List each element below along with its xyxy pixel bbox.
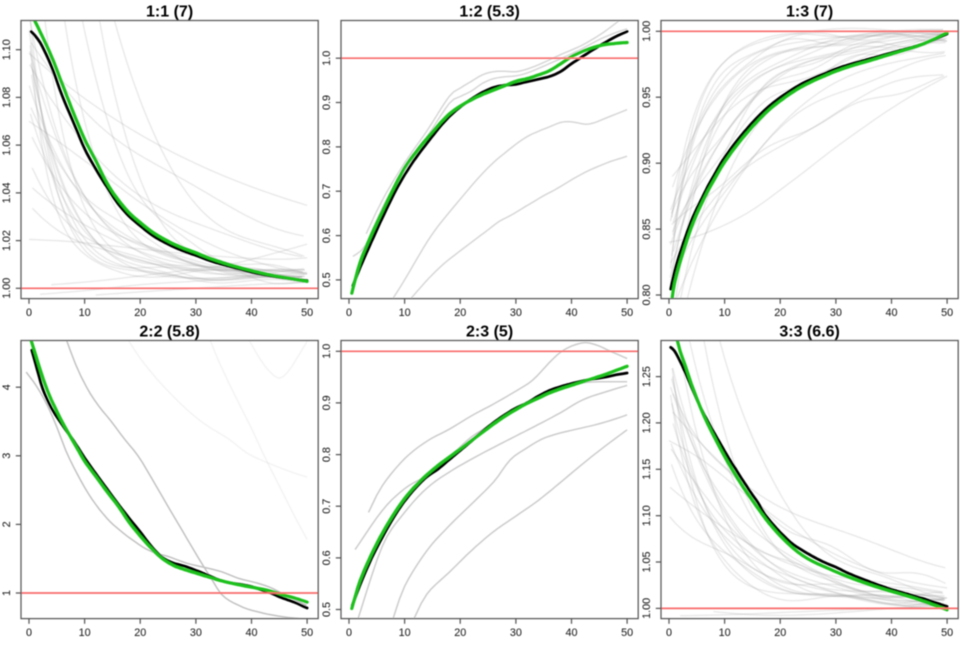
svg-text:40: 40 [245, 307, 257, 319]
svg-text:0: 0 [26, 307, 32, 319]
svg-text:10: 10 [79, 307, 91, 319]
svg-text:30: 30 [830, 307, 842, 319]
svg-text:0.5: 0.5 [321, 272, 333, 287]
svg-text:1.0: 1.0 [321, 51, 333, 66]
svg-text:40: 40 [565, 307, 577, 319]
svg-text:2: 2 [1, 521, 13, 527]
svg-text:0.90: 0.90 [641, 153, 653, 174]
svg-text:2:2 (5.8): 2:2 (5.8) [139, 324, 199, 341]
svg-text:1:1 (7): 1:1 (7) [146, 4, 193, 21]
svg-text:3:3 (6.6): 3:3 (6.6) [779, 324, 839, 341]
svg-text:0.80: 0.80 [641, 284, 653, 305]
svg-text:0.7: 0.7 [321, 184, 333, 199]
svg-text:1.00: 1.00 [1, 278, 13, 299]
svg-text:1.20: 1.20 [641, 412, 653, 433]
svg-text:30: 30 [190, 627, 202, 639]
svg-text:1.15: 1.15 [641, 459, 653, 480]
svg-text:50: 50 [941, 627, 953, 639]
svg-text:0: 0 [26, 627, 32, 639]
svg-text:2:3 (5): 2:3 (5) [466, 324, 513, 341]
svg-text:3: 3 [1, 453, 13, 459]
svg-text:1.04: 1.04 [1, 182, 13, 203]
svg-text:1:3 (7): 1:3 (7) [786, 4, 833, 21]
svg-text:50: 50 [621, 627, 633, 639]
svg-text:40: 40 [245, 627, 257, 639]
svg-text:10: 10 [399, 307, 411, 319]
svg-text:20: 20 [774, 307, 786, 319]
svg-text:0.9: 0.9 [321, 395, 333, 410]
svg-text:30: 30 [190, 307, 202, 319]
svg-text:0: 0 [346, 307, 352, 319]
svg-text:40: 40 [885, 307, 897, 319]
svg-text:4: 4 [1, 384, 13, 390]
svg-text:40: 40 [565, 627, 577, 639]
svg-text:30: 30 [510, 627, 522, 639]
svg-text:50: 50 [301, 307, 313, 319]
svg-text:1: 1 [1, 590, 13, 596]
svg-text:0.5: 0.5 [321, 602, 333, 617]
svg-text:30: 30 [510, 307, 522, 319]
svg-text:1.25: 1.25 [641, 366, 653, 387]
svg-text:40: 40 [885, 627, 897, 639]
svg-text:1.0: 1.0 [321, 344, 333, 359]
svg-text:0.8: 0.8 [321, 447, 333, 462]
svg-text:0.8: 0.8 [321, 139, 333, 154]
svg-text:1:2 (5.3): 1:2 (5.3) [459, 4, 519, 21]
svg-text:50: 50 [621, 307, 633, 319]
svg-text:30: 30 [830, 627, 842, 639]
svg-text:0: 0 [666, 307, 672, 319]
svg-text:1.10: 1.10 [1, 39, 13, 60]
svg-text:0.85: 0.85 [641, 219, 653, 240]
svg-text:1.02: 1.02 [1, 230, 13, 251]
svg-text:0.9: 0.9 [321, 95, 333, 110]
svg-text:50: 50 [941, 307, 953, 319]
svg-text:20: 20 [134, 307, 146, 319]
svg-text:1.06: 1.06 [1, 135, 13, 156]
svg-text:0: 0 [346, 627, 352, 639]
svg-text:20: 20 [774, 627, 786, 639]
svg-text:0.7: 0.7 [321, 499, 333, 514]
svg-text:20: 20 [454, 307, 466, 319]
svg-text:50: 50 [301, 627, 313, 639]
svg-text:1.10: 1.10 [641, 505, 653, 526]
svg-text:1.05: 1.05 [641, 551, 653, 572]
svg-text:1.00: 1.00 [641, 21, 653, 42]
svg-text:0.6: 0.6 [321, 550, 333, 565]
svg-text:10: 10 [719, 627, 731, 639]
svg-text:0: 0 [666, 627, 672, 639]
svg-text:0.6: 0.6 [321, 228, 333, 243]
svg-text:1.00: 1.00 [641, 598, 653, 619]
svg-text:10: 10 [399, 627, 411, 639]
svg-text:0.95: 0.95 [641, 87, 653, 108]
svg-text:10: 10 [79, 627, 91, 639]
svg-text:20: 20 [454, 627, 466, 639]
svg-text:1.08: 1.08 [1, 87, 13, 108]
svg-text:10: 10 [719, 307, 731, 319]
svg-text:20: 20 [134, 627, 146, 639]
